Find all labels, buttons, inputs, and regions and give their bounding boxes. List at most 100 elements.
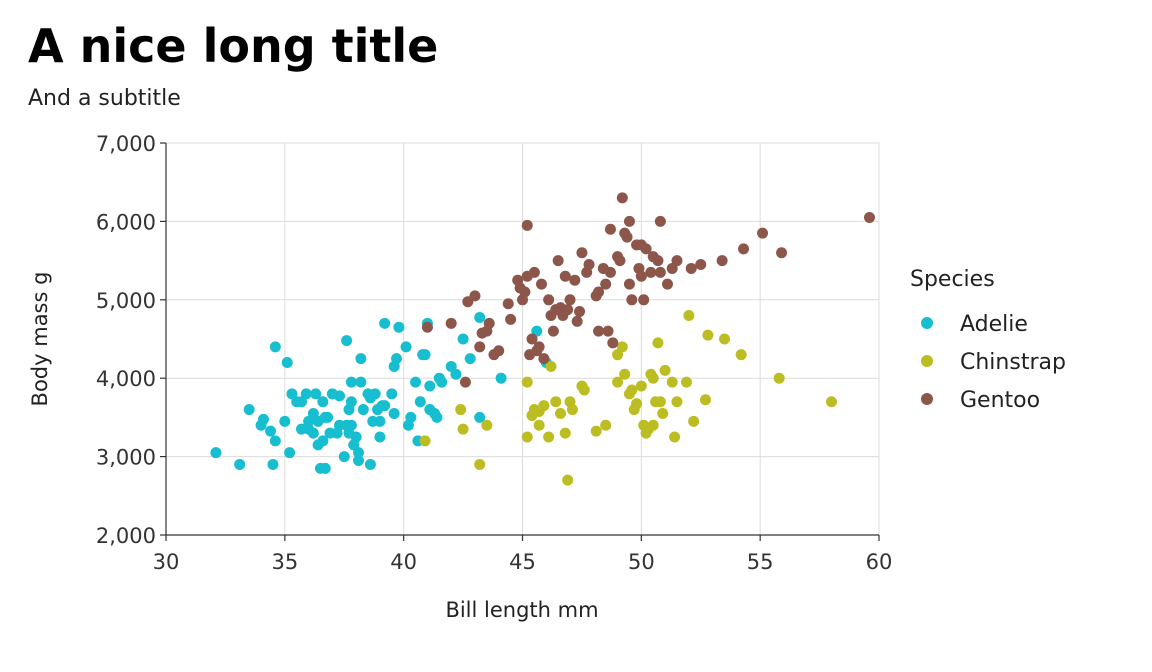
data-point (353, 447, 365, 459)
data-point (355, 353, 367, 365)
data-point (669, 431, 681, 443)
data-point (474, 458, 486, 470)
data-point (345, 419, 357, 431)
data-point (590, 425, 602, 437)
data-point (307, 427, 319, 439)
data-point (688, 415, 700, 427)
y-tick-label: 7,000 (96, 132, 156, 156)
data-point (353, 455, 365, 467)
data-point (269, 435, 281, 447)
data-point (863, 211, 875, 223)
data-point (614, 255, 626, 267)
data-point (578, 384, 590, 396)
data-point (357, 404, 369, 416)
axes: 30 35 40 45 50 55 60 2,000 3,000 4,000 5,000 6,000 7… (96, 132, 892, 574)
x-tick-label: 60 (866, 550, 893, 574)
data-point (474, 341, 486, 353)
data-point (531, 345, 543, 357)
y-axis-label: Body mass g (28, 272, 52, 407)
data-point (521, 376, 533, 388)
data-point (825, 396, 837, 408)
legend-label: Chinstrap (960, 350, 1066, 375)
legend-title: Species (910, 267, 995, 292)
y-tick-label: 6,000 (96, 210, 156, 234)
data-point (265, 425, 277, 437)
data-point (545, 360, 557, 372)
data-point (414, 396, 426, 408)
data-point (671, 255, 683, 267)
data-point (469, 290, 481, 302)
data-point (424, 380, 436, 392)
data-point (654, 396, 666, 408)
data-point (547, 325, 559, 337)
data-point (521, 431, 533, 443)
data-point (623, 278, 635, 290)
data-point (341, 335, 353, 347)
data-point (776, 247, 788, 259)
data-point (421, 321, 433, 333)
data-point (483, 317, 495, 329)
data-point (645, 266, 657, 278)
data-point (555, 407, 567, 419)
data-point (695, 259, 707, 271)
data-point (505, 313, 517, 325)
data-point (526, 333, 538, 345)
data-point (424, 404, 436, 416)
data-point (536, 278, 548, 290)
data-point (564, 294, 576, 306)
data-point (234, 458, 246, 470)
data-point (281, 357, 293, 369)
data-point (559, 270, 571, 282)
data-point (502, 298, 514, 310)
data-point (269, 341, 281, 353)
data-point (512, 274, 524, 286)
data-point (657, 407, 669, 419)
data-point (616, 192, 628, 204)
data-point (533, 406, 545, 418)
data-point (521, 219, 533, 231)
data-point (631, 398, 643, 410)
data-point (543, 294, 555, 306)
data-point (619, 227, 631, 239)
series-gentoo (421, 192, 875, 388)
data-point (379, 317, 391, 329)
data-point (419, 435, 431, 447)
data-point (571, 315, 583, 327)
data-point (654, 215, 666, 227)
x-tick-label: 30 (153, 550, 180, 574)
data-point (652, 337, 664, 349)
data-point (410, 376, 422, 388)
data-point (773, 372, 785, 384)
data-point (654, 266, 666, 278)
data-point (521, 270, 533, 282)
data-point (661, 278, 673, 290)
chart-subtitle: And a subtitle (28, 86, 181, 111)
x-axis-label: Bill length mm (445, 598, 598, 622)
y-tick-label: 5,000 (96, 289, 156, 313)
data-point (576, 247, 588, 259)
data-point (488, 349, 500, 361)
data-point (495, 372, 507, 384)
data-point (319, 462, 331, 474)
data-point (593, 325, 605, 337)
data-point (652, 255, 664, 267)
grid (165, 142, 880, 536)
data-point (457, 423, 469, 435)
data-point (345, 376, 357, 388)
data-point (338, 451, 350, 463)
legend-label: Gentoo (960, 388, 1040, 413)
data-point (604, 266, 616, 278)
data-point (210, 447, 222, 459)
x-tick-label: 55 (747, 550, 774, 574)
data-point (400, 341, 412, 353)
y-tick-label: 3,000 (96, 446, 156, 470)
data-point (600, 419, 612, 431)
data-point (257, 413, 269, 425)
data-point (538, 353, 550, 365)
data-point (647, 419, 659, 431)
legend-marker (921, 393, 933, 405)
x-tick-label: 45 (509, 550, 536, 574)
data-point (616, 341, 628, 353)
data-point (612, 376, 624, 388)
